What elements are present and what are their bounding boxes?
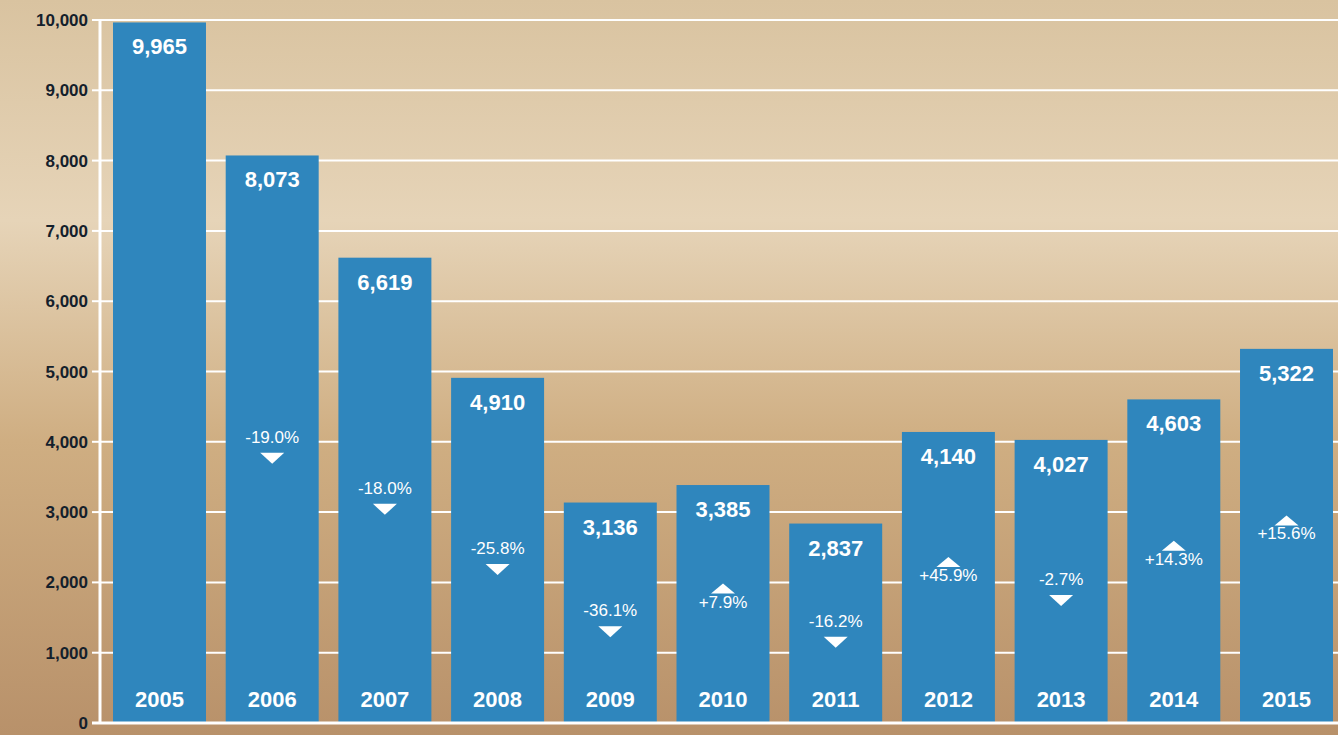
change-label: +14.3% [1145,550,1203,569]
data-label: 6,619 [357,270,412,295]
data-label: 8,073 [245,167,300,192]
data-label: 4,140 [921,444,976,469]
bar [1015,440,1108,723]
labels: 9,965 2005 8,073 2006 -19.0% 6,619 2007 -18.0% 4… [132,34,1316,712]
tick-label: 10,000 [36,11,88,30]
data-label: 4,027 [1034,452,1089,477]
change-arrow [373,504,397,515]
change-label: -25.8% [471,539,525,558]
data-label: 5,322 [1259,361,1314,386]
chart: 0 1,000 2,000 3,000 4,000 5,000 6,000 7,000 8,00… [0,0,1338,735]
y-axis-line [99,20,102,723]
bar [226,155,319,723]
category-label: 2005 [135,687,184,712]
baseline [92,722,1338,725]
change-label: -16.2% [809,612,863,631]
tick-label: 7,000 [45,222,88,241]
tick-label: 4,000 [45,433,88,452]
data-label: 4,603 [1146,411,1201,436]
change-arrow [260,453,284,464]
change-arrow [824,637,848,648]
change-arrow [1049,595,1073,606]
bar [677,485,770,723]
change-label: -36.1% [583,601,637,620]
tick-label: 5,000 [45,363,88,382]
category-label: 2011 [812,687,860,712]
tick-label: 2,000 [45,573,88,592]
bars [113,22,1333,723]
change-arrow [1162,541,1186,551]
data-label: 2,837 [808,536,863,561]
category-label: 2013 [1037,687,1086,712]
category-label: 2008 [473,687,522,712]
change-arrow [1275,515,1299,525]
tick-label: 8,000 [45,152,88,171]
change-label: -19.0% [245,428,299,447]
tick-label: 1,000 [45,644,88,663]
category-label: 2007 [360,687,409,712]
change-label: +45.9% [919,566,977,585]
bar [564,503,657,723]
change-arrow [936,557,960,567]
bar [1127,399,1220,723]
change-arrow [711,584,735,594]
change-label: -2.7% [1039,570,1083,589]
data-label: 9,965 [132,34,187,59]
category-label: 2010 [699,687,748,712]
tick-label: 3,000 [45,503,88,522]
data-label: 3,385 [695,497,750,522]
y-ticks: 0 1,000 2,000 3,000 4,000 5,000 6,000 7,000 8,00… [36,11,100,733]
change-arrow [486,564,510,575]
tick-label: 6,000 [45,292,88,311]
tick-label: 9,000 [45,81,88,100]
category-label: 2015 [1262,687,1311,712]
bar [902,432,995,723]
change-label: -18.0% [358,479,412,498]
data-label: 4,910 [470,390,525,415]
category-label: 2009 [586,687,635,712]
category-label: 2006 [248,687,297,712]
change-arrow [598,626,622,637]
category-label: 2014 [1149,687,1199,712]
bar [451,378,544,723]
change-label: +7.9% [699,593,748,612]
data-label: 3,136 [583,515,638,540]
bar [338,258,431,723]
grid-line [100,19,1338,21]
grid [100,20,1338,723]
bar [789,524,882,723]
grid-line [100,89,1338,91]
change-label: +15.6% [1257,524,1315,543]
bar [113,22,206,723]
tick-label: 0 [79,714,88,733]
category-label: 2012 [924,687,973,712]
bar [1240,349,1333,723]
